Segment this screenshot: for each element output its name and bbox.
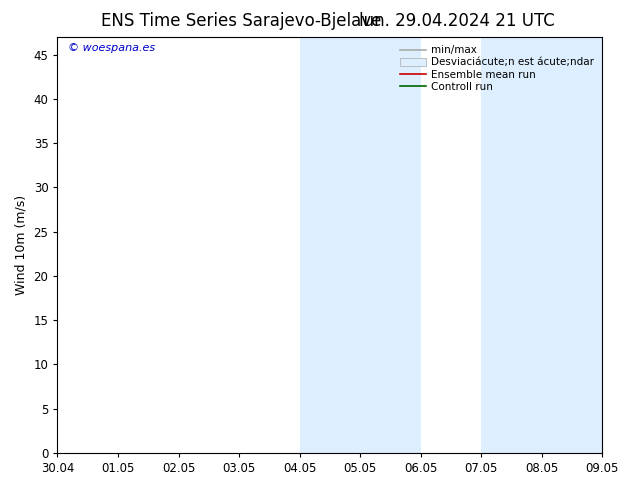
Bar [481, 37, 602, 453]
Text: lun. 29.04.2024 21 UTC: lun. 29.04.2024 21 UTC [359, 12, 554, 30]
Text: ENS Time Series Sarajevo-Bjelave: ENS Time Series Sarajevo-Bjelave [101, 12, 381, 30]
Legend: min/max, Desviaciácute;n est ácute;ndar, Ensemble mean run, Controll run: min/max, Desviaciácute;n est ácute;ndar,… [397, 42, 597, 95]
Y-axis label: Wind 10m (m/s): Wind 10m (m/s) [15, 195, 28, 295]
Bar [300, 37, 421, 453]
Text: © woespana.es: © woespana.es [68, 43, 155, 53]
